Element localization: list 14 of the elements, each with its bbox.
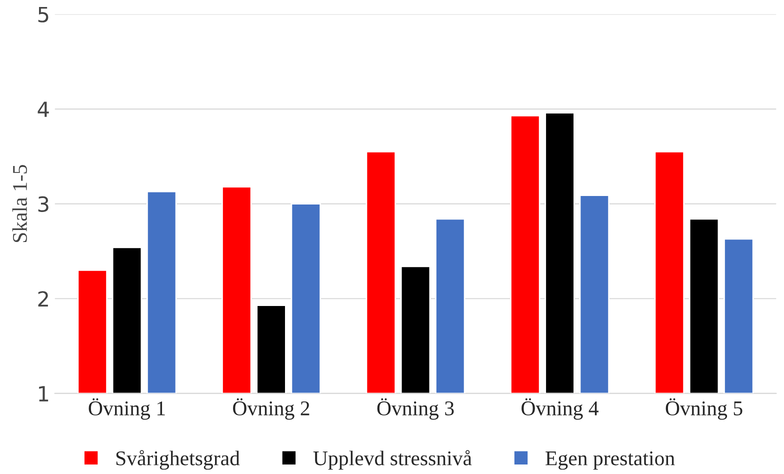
- y-tick-label: 2: [38, 291, 48, 307]
- x-tick-label: Övning 1: [88, 398, 165, 420]
- y-tick-label: 1: [39, 386, 48, 402]
- y-axis-title: Skala 1-5: [12, 165, 27, 242]
- legend-label: Upplevd stressnivå: [313, 450, 472, 470]
- x-tick-label: Övning 4: [522, 398, 599, 420]
- y-tick-label: 5: [38, 6, 48, 22]
- x-tick-label: Övning 5: [666, 398, 742, 420]
- y-tick-label: 3: [38, 196, 48, 212]
- y-tick-label: 4: [38, 102, 49, 117]
- legend-label: Svårighetsgrad: [116, 450, 240, 470]
- x-tick-label: Övning 3: [377, 398, 454, 420]
- x-tick-label: Övning 2: [233, 398, 310, 420]
- legend-label: Egen prestation: [546, 451, 675, 470]
